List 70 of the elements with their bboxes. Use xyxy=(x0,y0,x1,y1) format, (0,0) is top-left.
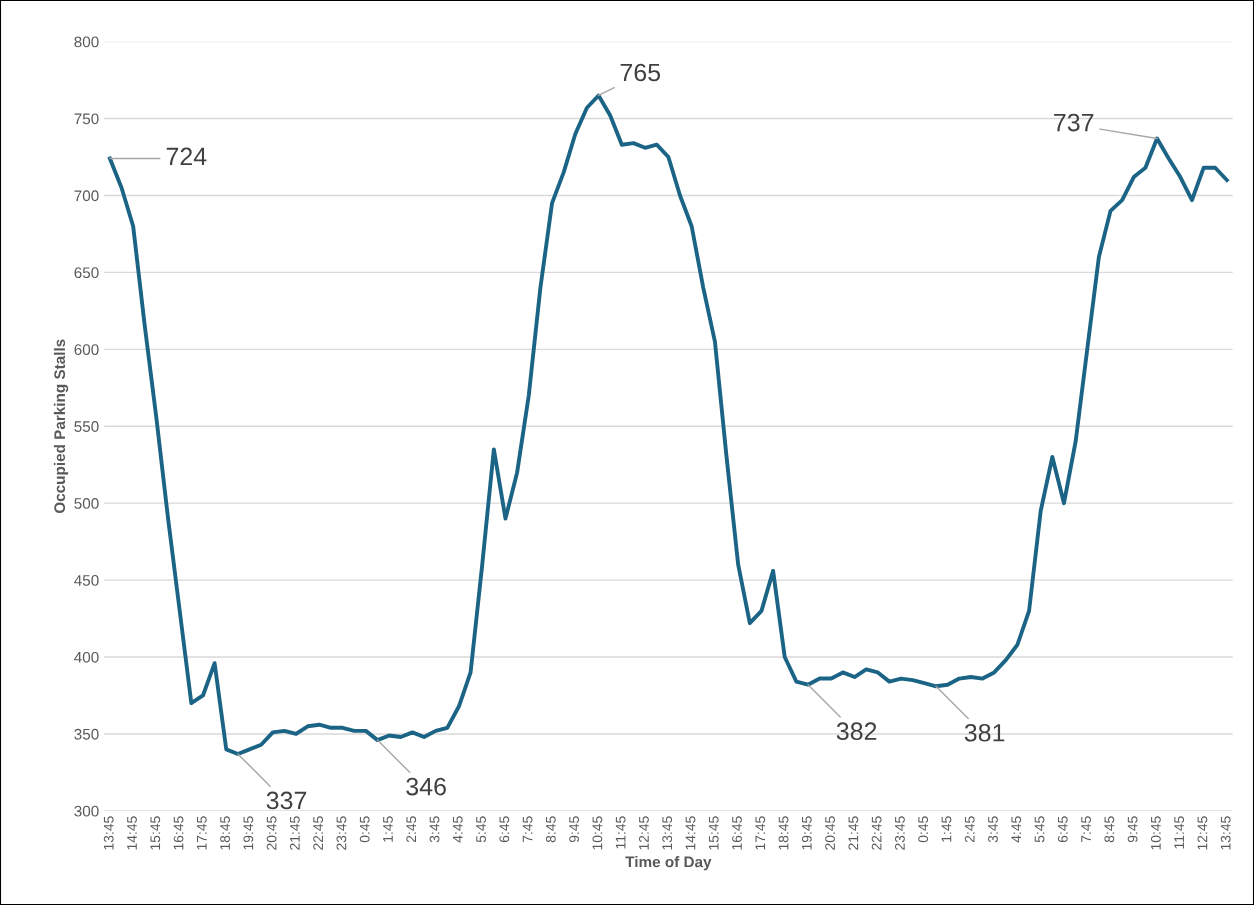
x-tick-label: 9:45 xyxy=(569,816,580,843)
x-tick-label: 10:45 xyxy=(592,816,603,850)
y-tick-label: 600 xyxy=(74,344,99,356)
x-tick-label: 16:45 xyxy=(732,816,742,850)
y-tick-label: 450 xyxy=(74,574,99,586)
x-tick-label: 15:45 xyxy=(708,816,719,850)
x-tick-label: 2:45 xyxy=(406,816,417,843)
y-tick-label: 300 xyxy=(74,805,99,817)
x-tick-label: 21:45 xyxy=(289,816,300,850)
x-tick-label: 15:45 xyxy=(150,816,161,850)
x-tick-label: 8:45 xyxy=(1104,816,1115,843)
x-tick-label: 13:45 xyxy=(662,816,673,850)
x-tick-label: 13:45 xyxy=(103,816,114,850)
x-tick-label: 0:45 xyxy=(359,816,370,843)
x-tick-label: 14:45 xyxy=(685,816,696,850)
x-tick-label: 1:45 xyxy=(941,816,952,842)
x-tick-label: 11:45 xyxy=(1174,816,1185,849)
y-tick-label: 700 xyxy=(74,190,99,202)
x-tick-label: 5:45 xyxy=(476,816,486,843)
text: 737 xyxy=(1054,113,1094,132)
x-tick-label: 9:45 xyxy=(1127,816,1138,843)
x-tick-label: 12:45 xyxy=(1197,816,1208,850)
x-tick-label: 1:45 xyxy=(383,816,393,842)
y-tick-label: 750 xyxy=(74,113,99,125)
x-tick-label: 11:45 xyxy=(615,816,626,849)
x-tick-label: 23:45 xyxy=(336,816,347,850)
y-tick-label: 500 xyxy=(74,498,99,509)
x-tick-label: 6:45 xyxy=(499,816,510,843)
x-tick-label: 18:45 xyxy=(220,816,230,850)
x-tick-label: 18:45 xyxy=(778,816,789,850)
x-tick-label: 3:45 xyxy=(988,816,998,843)
x-tick-label: 4:45 xyxy=(1011,816,1022,843)
x-tick-label: 8:45 xyxy=(545,816,556,843)
x-tick-label: 4:45 xyxy=(452,816,463,843)
x-tick-label: 23:45 xyxy=(894,816,905,850)
x-axis-title: Time of Day xyxy=(625,856,712,871)
y-tick-label: 800 xyxy=(74,36,99,48)
text: 765 xyxy=(620,63,661,82)
x-tick-label: 3:45 xyxy=(429,816,440,843)
x-tick-label: 7:45 xyxy=(522,816,533,843)
text: 381 xyxy=(964,723,1005,742)
y-tick-label: 650 xyxy=(74,267,99,279)
y-tick-label: 550 xyxy=(74,421,99,432)
text: 382 xyxy=(836,722,877,741)
x-tick-label: 20:45 xyxy=(266,816,277,850)
x-tick-label: 10:45 xyxy=(1150,816,1161,850)
x-tick-label: 17:45 xyxy=(755,816,766,850)
x-tick-label: 19:45 xyxy=(243,816,254,850)
x-tick-label: 17:45 xyxy=(197,816,207,850)
x-tick-label: 22:45 xyxy=(313,816,324,850)
y-tick-label: 400 xyxy=(74,651,99,663)
line-series xyxy=(107,93,1229,756)
y-axis-title: Occupied Parking Stalls xyxy=(53,339,69,514)
text: 724 xyxy=(166,147,207,166)
text: 346 xyxy=(406,777,446,796)
x-tick-label: 21:45 xyxy=(848,816,859,850)
x-tick-label: 7:45 xyxy=(1081,816,1091,843)
x-tick-label: 6:45 xyxy=(1057,816,1068,843)
x-tick-label: 19:45 xyxy=(801,816,812,850)
x-tick-label: 5:45 xyxy=(1034,816,1045,843)
x-tick-label: 22:45 xyxy=(871,816,882,850)
x-tick-label: 0:45 xyxy=(918,816,929,843)
x-tick-label: 14:45 xyxy=(127,816,137,850)
x-tick-label: 12:45 xyxy=(639,816,649,850)
x-tick-label: 20:45 xyxy=(825,816,835,850)
x-tick-label: 2:45 xyxy=(964,816,975,843)
x-tick-label: 16:45 xyxy=(173,816,184,850)
text: 337 xyxy=(266,791,307,810)
y-tick-label: 350 xyxy=(74,728,99,740)
x-tick-label: 13:45 xyxy=(1220,816,1231,850)
